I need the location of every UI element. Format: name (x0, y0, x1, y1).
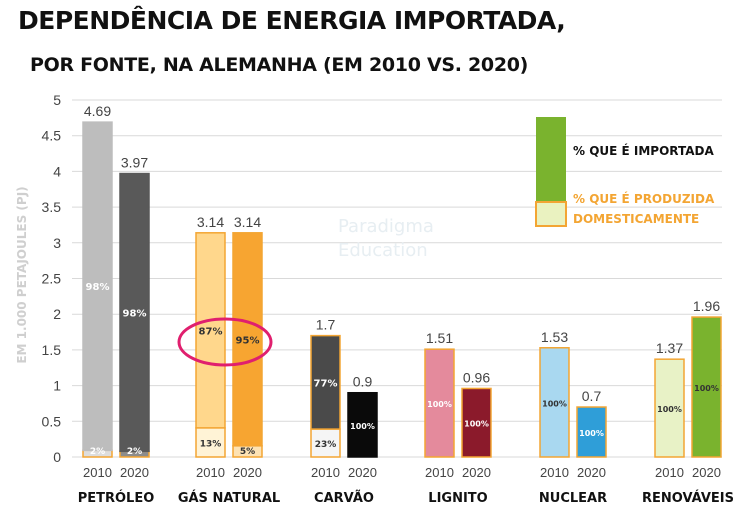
bar-total-label: 4.69 (84, 103, 111, 119)
x-year-label: 2020 (462, 465, 491, 480)
chart-subtitle: POR FONTE, NA ALEMANHA (EM 2010 VS. 2020… (30, 54, 529, 76)
bar-total-label: 0.7 (582, 388, 602, 404)
x-year-label: 2020 (692, 465, 721, 480)
bar-total-label: 1.37 (656, 340, 683, 356)
y-tick-label: 0 (53, 449, 61, 465)
bar-imported-segment (654, 358, 685, 458)
y-tick-label: 2.5 (42, 271, 62, 287)
bar-imported-label: 100% (579, 429, 604, 438)
y-axis-label: EM 1.000 PETAJOULES (PJ) (15, 186, 29, 363)
y-tick-label: 1.5 (42, 342, 62, 358)
bar-domestic-label: 23% (315, 440, 337, 450)
x-group-label: RENOVÁVEIS (642, 490, 734, 506)
y-tick-label: 4.5 (42, 128, 62, 144)
bar-imported-segment (424, 348, 455, 458)
x-year-label: 2010 (311, 465, 340, 480)
x-axis-labels: 2010 2020 PETRÓLEO 2010 2020 GÁS NATURAL 2010 2… (78, 465, 734, 506)
x-year-label: 2010 (655, 465, 684, 480)
bar-total-label: 0.96 (463, 369, 490, 385)
x-year-label: 2010 (540, 465, 569, 480)
x-year-label: 2010 (425, 465, 454, 480)
bar-imported-segment (82, 121, 113, 452)
bar-total-label: 1.53 (541, 329, 568, 345)
bar-total-label: 1.96 (693, 298, 720, 314)
legend-domestic-label-line1: % QUE É PRODUZIDA (573, 191, 715, 206)
x-group-label: GÁS NATURAL (178, 490, 280, 506)
bar-imported-label: 100% (350, 422, 375, 431)
legend: % QUE É IMPORTADA % QUE É PRODUZIDA DOME… (535, 117, 715, 227)
bar-imported-label: 98% (123, 308, 147, 319)
x-year-label: 2010 (196, 465, 225, 480)
bar-imported-segment (347, 391, 378, 458)
y-tick-label: 3.5 (42, 199, 62, 215)
bar-total-label: 3.97 (121, 155, 148, 171)
legend-imported-swatch (536, 117, 566, 202)
y-tick-label: 1 (53, 378, 61, 394)
watermark-line-2: Education (338, 240, 428, 261)
y-tick-label: 5 (53, 92, 61, 108)
bar-imported-label: 100% (694, 384, 719, 393)
legend-domestic-label-line2: DOMESTICAMENTE (573, 212, 699, 226)
bars: 4.69 98% 2% 3.97 98% 2% 3.14 87% 13% 3.14 95% 5% 1.7… (82, 103, 722, 458)
bar-total-label: 1.51 (426, 330, 453, 346)
bar-domestic-label: 2% (127, 447, 142, 457)
bar-total-label: 3.14 (234, 214, 261, 230)
bar-imported-label: 100% (464, 420, 489, 429)
bar-imported-label: 100% (657, 405, 682, 414)
y-axis-ticks: 0 0.5 1 1.5 2 2.5 3 3.5 4 4.5 5 (42, 92, 62, 465)
bar-imported-segment (691, 316, 722, 458)
x-year-label: 2010 (83, 465, 112, 480)
bar-imported-segment (232, 232, 263, 447)
legend-imported-label: % QUE É IMPORTADA (573, 143, 715, 158)
x-group-label: PETRÓLEO (78, 490, 155, 506)
chart-title: DEPENDÊNCIA DE ENERGIA IMPORTADA, (18, 6, 566, 35)
legend-domestic-swatch (535, 201, 567, 227)
bar-total-label: 3.14 (197, 214, 224, 230)
bar-total-label: 0.9 (353, 374, 373, 390)
bar-imported-segment (461, 387, 492, 458)
y-tick-label: 4 (53, 163, 61, 179)
x-group-label: CARVÃO (314, 490, 374, 506)
x-group-label: LIGNITO (428, 491, 487, 506)
y-tick-label: 2 (53, 306, 61, 322)
bar-domestic-label: 2% (90, 447, 105, 457)
bar-imported-label: 98% (86, 282, 110, 293)
bar-imported-segment (539, 347, 570, 458)
bar-imported-segment (310, 334, 341, 430)
bar-imported-label: 95% (236, 335, 260, 346)
bar-domestic-label: 13% (200, 439, 222, 449)
x-group-label: NUCLEAR (539, 491, 607, 506)
highlight-circle (177, 317, 273, 367)
x-year-label: 2020 (233, 465, 262, 480)
grid-lines (72, 99, 722, 458)
x-year-label: 2020 (577, 465, 606, 480)
x-year-label: 2020 (120, 465, 149, 480)
bar-imported-label: 100% (427, 400, 452, 409)
x-year-label: 2020 (348, 465, 377, 480)
bar-imported-label: 100% (542, 399, 567, 408)
bar-imported-segment (576, 406, 607, 458)
bar-imported-label: 87% (199, 326, 223, 337)
bar-domestic-label: 5% (240, 447, 255, 457)
y-tick-label: 0.5 (42, 413, 62, 429)
bar-imported-label: 77% (314, 378, 338, 389)
bar-total-label: 1.7 (316, 317, 336, 333)
watermark-line-1: Paradigma (338, 216, 434, 237)
bar-imported-segment (119, 172, 150, 453)
y-tick-label: 3 (53, 235, 61, 251)
bar-imported-segment (195, 232, 226, 429)
bar-domestic-segment (195, 427, 226, 458)
